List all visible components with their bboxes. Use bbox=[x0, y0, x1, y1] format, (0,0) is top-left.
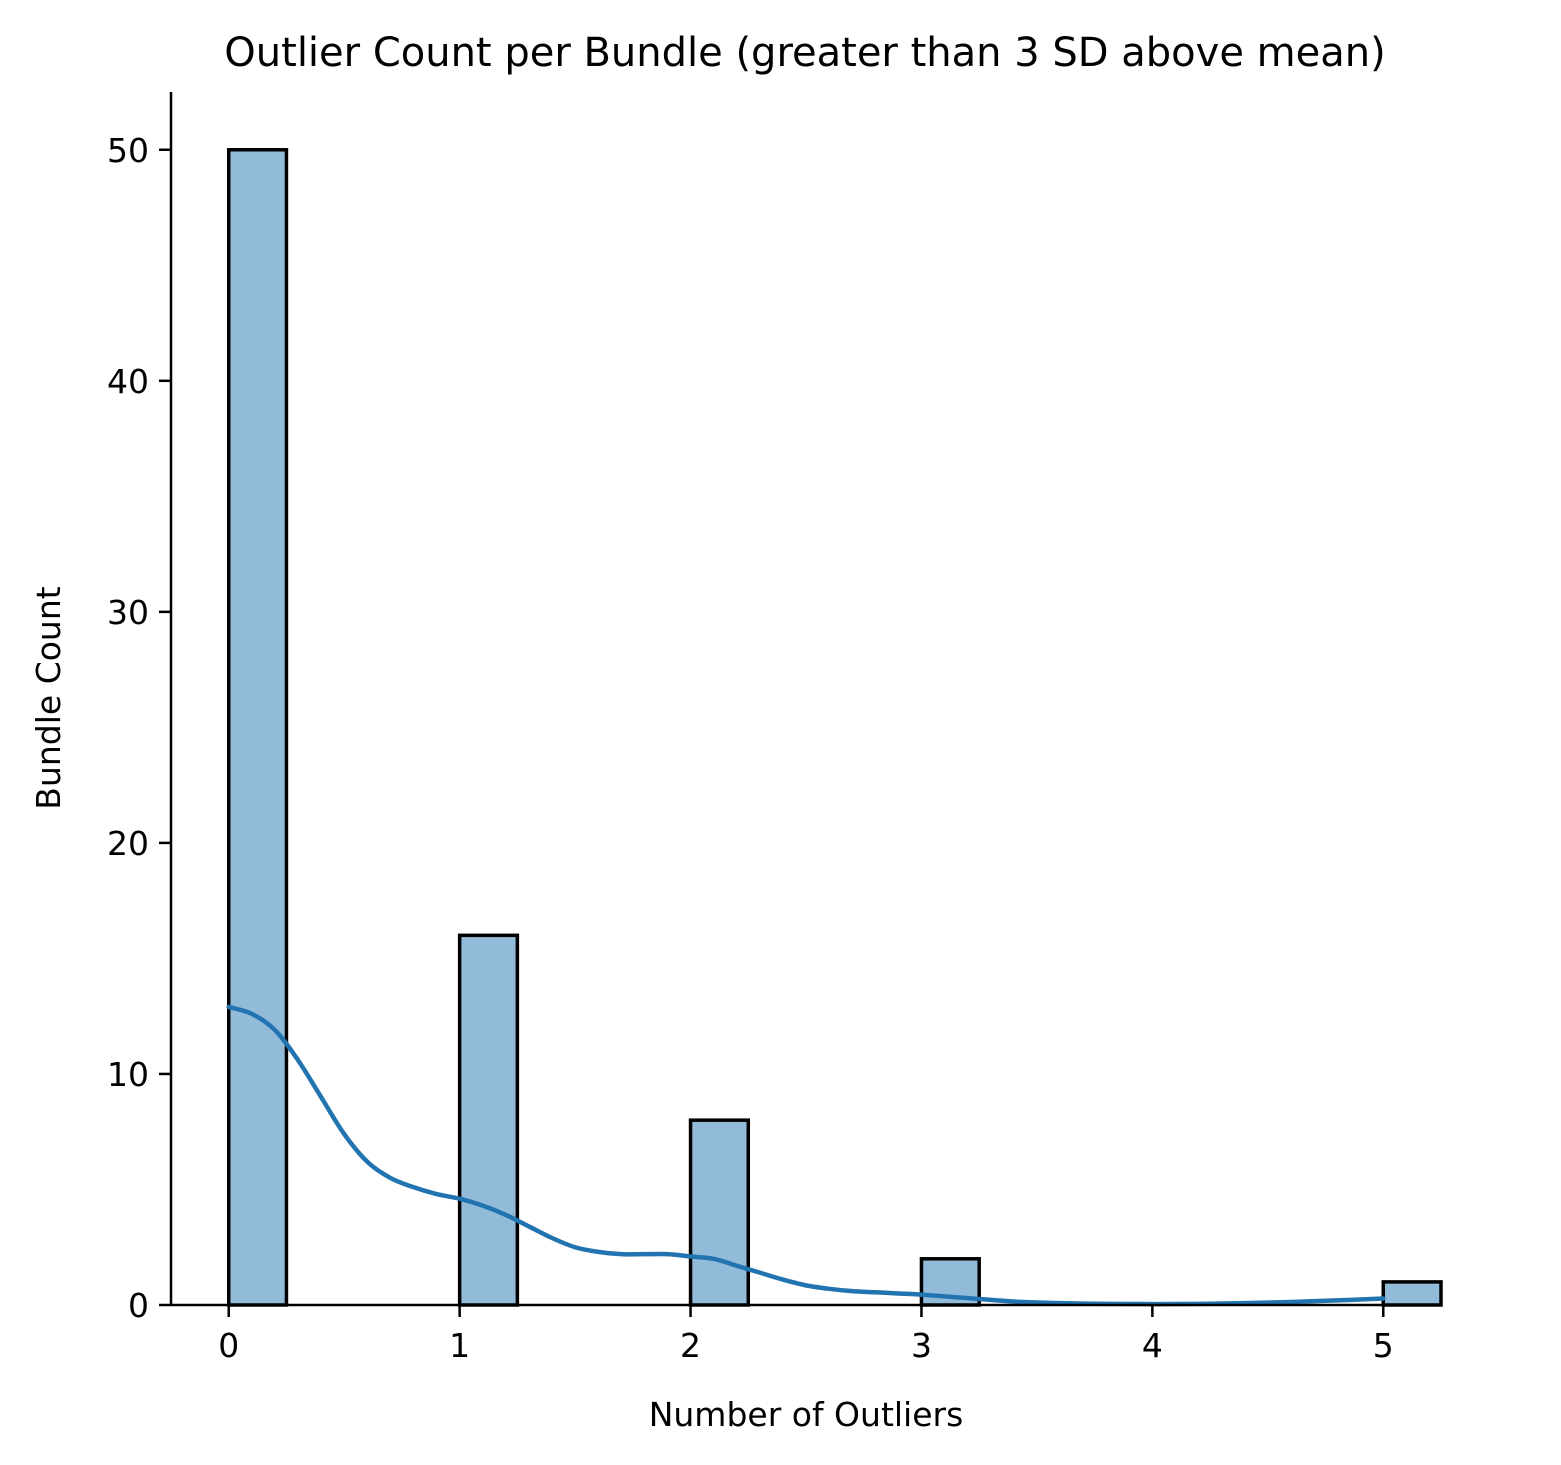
histogram-bar bbox=[226, 148, 289, 1307]
histogram-bar bbox=[688, 1118, 751, 1307]
chart-title: Outlier Count per Bundle (greater than 3… bbox=[224, 30, 1385, 76]
x-tick-label: 2 bbox=[680, 1326, 701, 1365]
y-tick-label: 40 bbox=[107, 362, 149, 401]
x-tick-label: 0 bbox=[218, 1326, 239, 1365]
y-tick-label: 10 bbox=[107, 1055, 149, 1094]
kde-curve bbox=[226, 1004, 1386, 1307]
y-axis-label: Bundle Count bbox=[29, 586, 68, 809]
y-ticks: 0 10 20 30 40 50 bbox=[107, 131, 171, 1325]
bars-group bbox=[226, 148, 1443, 1307]
histogram-bar bbox=[457, 933, 520, 1307]
y-tick-label: 30 bbox=[107, 593, 149, 632]
y-tick-label: 20 bbox=[107, 824, 149, 863]
x-tick-label: 1 bbox=[449, 1326, 470, 1365]
histogram-bar bbox=[1381, 1280, 1443, 1307]
y-tick-label: 0 bbox=[128, 1286, 149, 1325]
x-ticks: 0 1 2 3 4 5 bbox=[218, 1305, 1394, 1365]
x-axis-label: Number of Outliers bbox=[649, 1395, 964, 1434]
x-tick-label: 4 bbox=[1142, 1326, 1163, 1365]
x-tick-label: 5 bbox=[1373, 1326, 1394, 1365]
y-tick-label: 50 bbox=[107, 131, 149, 170]
x-tick-label: 3 bbox=[911, 1326, 932, 1365]
